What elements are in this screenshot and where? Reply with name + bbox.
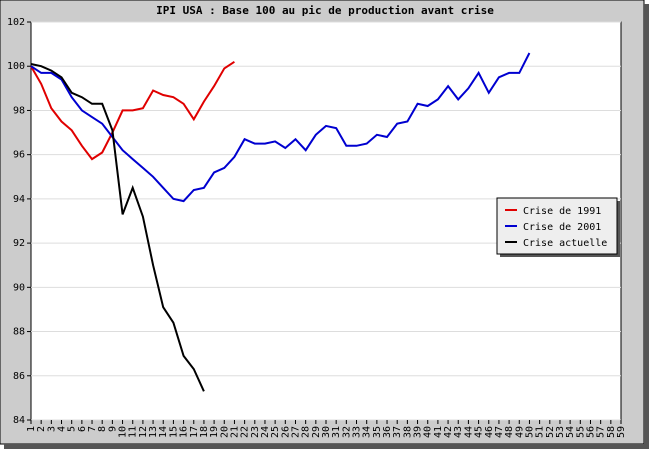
x-tick-label: 50	[524, 426, 535, 438]
x-tick-label: 27	[290, 426, 301, 438]
x-tick-label: 43	[453, 426, 464, 438]
x-tick-label: 41	[433, 426, 444, 438]
x-tick-label: 51	[535, 426, 546, 438]
x-tick-label: 53	[555, 426, 566, 438]
y-tick-label: 90	[13, 282, 25, 293]
x-tick-label: 33	[352, 426, 363, 438]
x-tick-label: 15	[168, 426, 179, 438]
x-tick-label: 58	[606, 426, 617, 438]
x-tick-label: 46	[484, 426, 495, 438]
x-tick-label: 59	[616, 426, 627, 438]
x-tick-label: 57	[596, 426, 607, 438]
x-tick-label: 30	[321, 426, 332, 438]
x-tick-label: 42	[443, 426, 454, 438]
x-tick-label: 47	[494, 426, 505, 438]
x-tick-label: 45	[474, 426, 485, 438]
chart-title: IPI USA : Base 100 au pic de production …	[156, 4, 494, 17]
x-tick-label: 24	[260, 426, 271, 438]
x-tick-label: 2	[36, 426, 47, 432]
x-tick-label: 44	[463, 426, 474, 438]
x-tick-label: 7	[87, 426, 98, 432]
series-line	[30, 60, 235, 161]
x-tick-label: 4	[57, 426, 68, 432]
y-tick-label: 92	[13, 238, 25, 249]
x-tick-label: 23	[250, 426, 261, 438]
x-tick-label: 11	[128, 426, 139, 438]
x-tick-label: 6	[77, 426, 88, 432]
x-tick-label: 48	[504, 426, 515, 438]
x-tick-label: 20	[219, 426, 230, 438]
legend-label: Crise de 2001	[523, 222, 601, 233]
x-tick-label: 3	[46, 426, 57, 432]
x-tick-label: 18	[199, 426, 210, 438]
shadow	[4, 444, 649, 449]
x-tick-label: 8	[97, 426, 108, 432]
x-tick-label: 17	[189, 426, 200, 438]
y-tick-label: 100	[7, 61, 25, 72]
x-tick-label: 56	[585, 426, 596, 438]
x-tick-label: 28	[301, 426, 312, 438]
x-tick-label: 49	[514, 426, 525, 438]
x-tick-label: 1	[26, 426, 37, 432]
x-tick-label: 26	[280, 426, 291, 438]
x-tick-label: 29	[311, 426, 322, 438]
x-tick-label: 38	[402, 426, 413, 438]
x-tick-label: 10	[118, 426, 129, 438]
y-tick-label: 88	[13, 327, 25, 338]
x-tick-label: 39	[413, 426, 424, 438]
series-line	[30, 63, 205, 392]
y-tick-label: 84	[13, 415, 25, 426]
x-tick-label: 32	[341, 426, 352, 438]
x-tick-label: 36	[382, 426, 393, 438]
x-tick-label: 35	[372, 426, 383, 438]
x-tick-label: 55	[575, 426, 586, 438]
x-tick-label: 52	[545, 426, 556, 438]
y-tick-label: 102	[7, 17, 25, 28]
legend-label: Crise actuelle	[523, 238, 607, 249]
x-tick-label: 9	[107, 426, 118, 432]
x-tick-label: 54	[565, 426, 576, 438]
x-tick-label: 5	[67, 426, 78, 432]
x-tick-label: 14	[158, 426, 169, 438]
shadow	[644, 4, 649, 448]
x-tick-label: 31	[331, 426, 342, 438]
y-tick-label: 94	[13, 194, 25, 205]
x-tick-label: 37	[392, 426, 403, 438]
x-tick-label: 12	[138, 426, 149, 438]
legend-label: Crise de 1991	[523, 206, 601, 217]
x-tick-label: 21	[229, 426, 240, 438]
x-tick-label: 22	[240, 426, 251, 438]
x-tick-label: 19	[209, 426, 220, 438]
y-tick-label: 96	[13, 150, 25, 161]
x-tick-label: 25	[270, 426, 281, 438]
x-tick-label: 16	[179, 426, 190, 438]
x-tick-label: 34	[362, 426, 373, 438]
y-tick-label: 86	[13, 371, 25, 382]
x-tick-label: 13	[148, 426, 159, 438]
y-tick-label: 98	[13, 105, 25, 116]
x-tick-label: 40	[423, 426, 434, 438]
